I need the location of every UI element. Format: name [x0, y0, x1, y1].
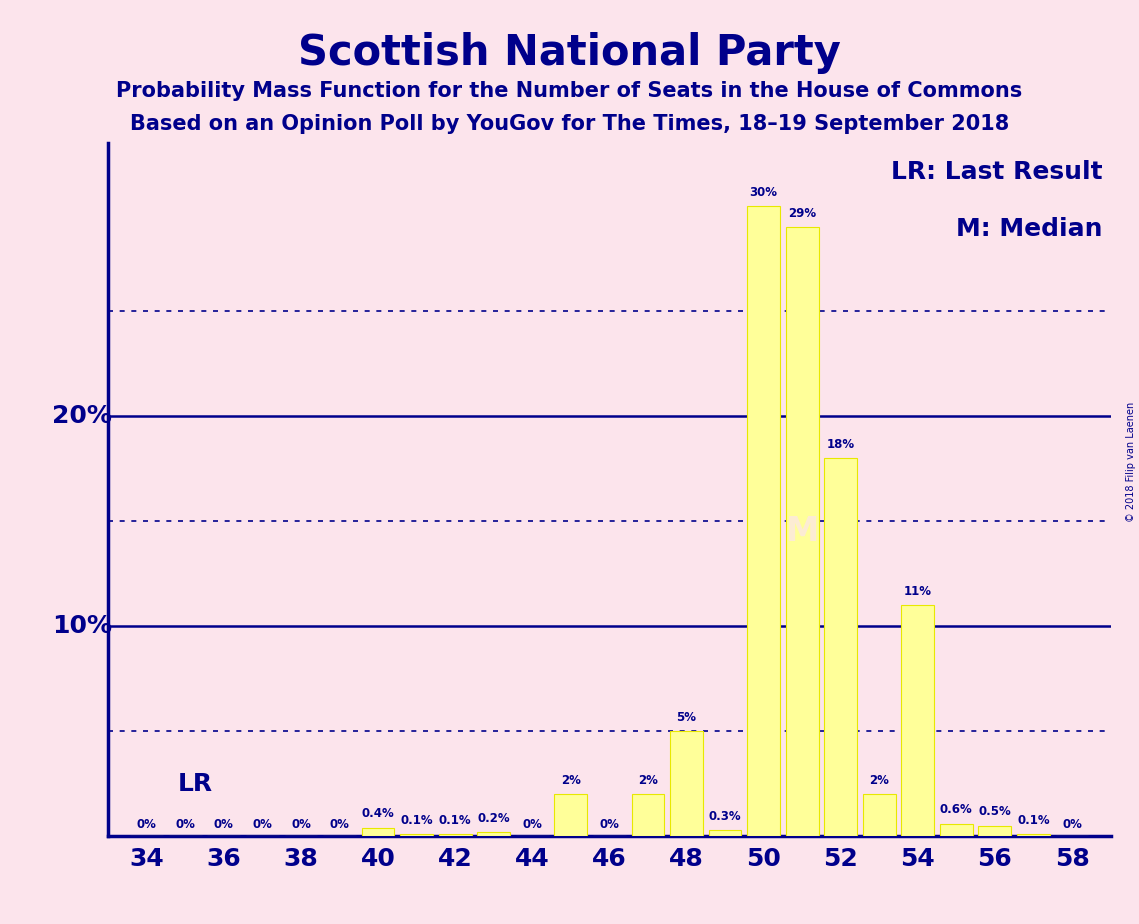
Text: 0.5%: 0.5%: [978, 806, 1011, 819]
Bar: [477, 832, 510, 836]
Text: 0.2%: 0.2%: [477, 811, 510, 825]
Text: 0.1%: 0.1%: [439, 814, 472, 827]
Text: 20%: 20%: [52, 404, 112, 428]
Bar: [631, 795, 664, 836]
Text: 11%: 11%: [903, 585, 932, 598]
Text: 10%: 10%: [52, 614, 112, 638]
Bar: [825, 458, 857, 836]
Bar: [439, 834, 472, 836]
Bar: [555, 795, 588, 836]
Text: 0%: 0%: [175, 818, 195, 831]
Text: 0.3%: 0.3%: [708, 809, 741, 822]
Bar: [400, 834, 433, 836]
Text: 5%: 5%: [677, 711, 696, 723]
Bar: [901, 605, 934, 836]
Text: 0%: 0%: [292, 818, 311, 831]
Text: 0%: 0%: [137, 818, 157, 831]
Text: LR: LR: [178, 772, 213, 796]
Text: 0%: 0%: [329, 818, 350, 831]
Bar: [670, 731, 703, 836]
Text: 18%: 18%: [827, 438, 854, 451]
Text: © 2018 Filip van Laenen: © 2018 Filip van Laenen: [1126, 402, 1136, 522]
Text: 0%: 0%: [523, 818, 542, 831]
Text: 0%: 0%: [599, 818, 620, 831]
Text: 0%: 0%: [1062, 818, 1082, 831]
Text: 2%: 2%: [638, 774, 658, 787]
Bar: [978, 826, 1011, 836]
Text: Scottish National Party: Scottish National Party: [298, 32, 841, 74]
Text: 0.6%: 0.6%: [940, 803, 973, 816]
Text: 0.1%: 0.1%: [400, 814, 433, 827]
Text: 29%: 29%: [788, 207, 817, 220]
Text: M: Median: M: Median: [957, 217, 1103, 241]
Text: Based on an Opinion Poll by YouGov for The Times, 18–19 September 2018: Based on an Opinion Poll by YouGov for T…: [130, 114, 1009, 134]
Text: 0.4%: 0.4%: [362, 808, 394, 821]
Bar: [863, 795, 895, 836]
Text: Probability Mass Function for the Number of Seats in the House of Commons: Probability Mass Function for the Number…: [116, 81, 1023, 102]
Text: 2%: 2%: [869, 774, 890, 787]
Text: 0%: 0%: [214, 818, 233, 831]
Text: 2%: 2%: [560, 774, 581, 787]
Text: LR: Last Result: LR: Last Result: [891, 160, 1103, 184]
Bar: [362, 828, 394, 836]
Bar: [708, 830, 741, 836]
Bar: [786, 227, 819, 836]
Bar: [940, 823, 973, 836]
Bar: [1017, 834, 1050, 836]
Bar: [747, 206, 780, 836]
Text: 30%: 30%: [749, 186, 778, 199]
Text: 0.1%: 0.1%: [1017, 814, 1050, 827]
Text: M: M: [786, 516, 819, 548]
Text: 0%: 0%: [253, 818, 272, 831]
